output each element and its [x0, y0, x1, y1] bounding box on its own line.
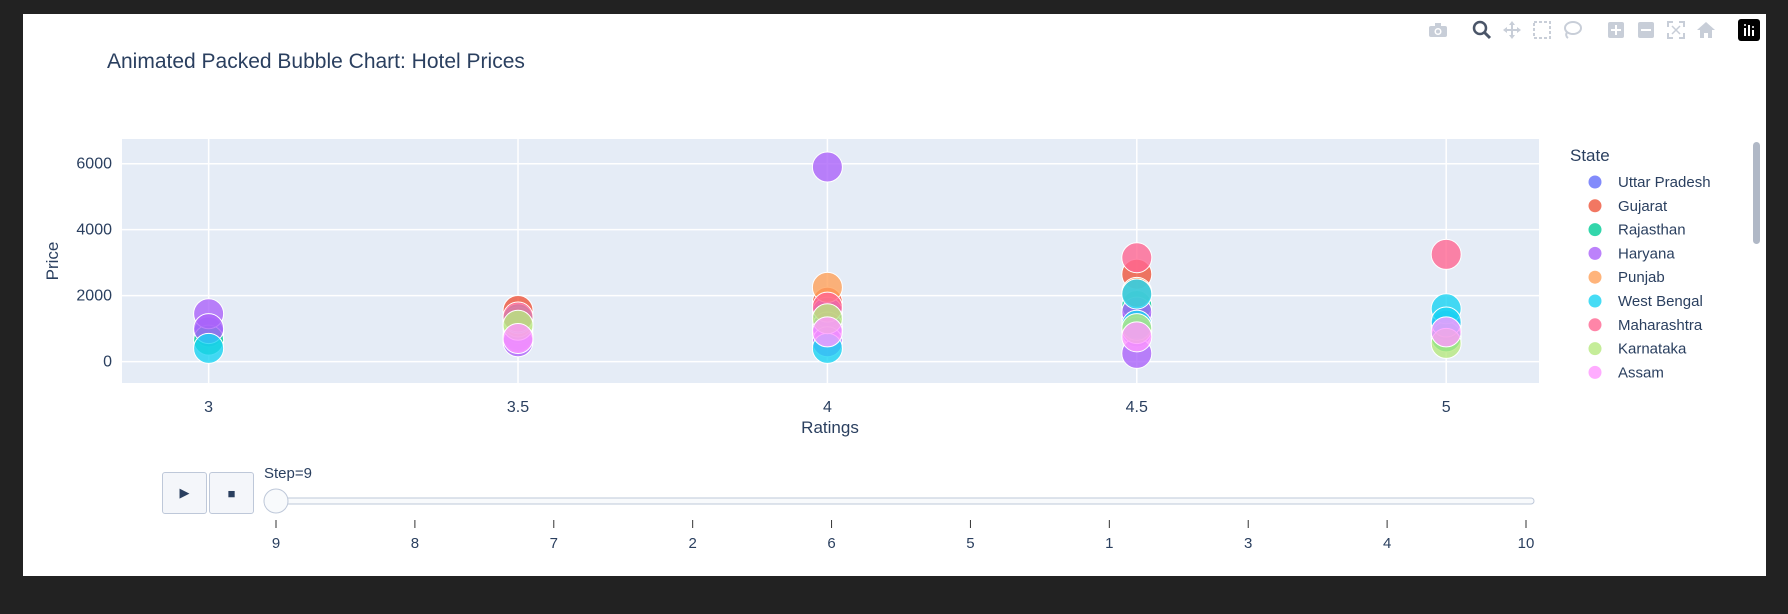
camera-icon[interactable]: [1426, 18, 1450, 42]
legend-marker: [1588, 270, 1602, 284]
stop-icon: ■: [227, 485, 236, 501]
x-tick-label: 3.5: [507, 399, 529, 416]
zoom-icon[interactable]: [1470, 18, 1494, 42]
legend-title: State: [1570, 146, 1610, 165]
x-tick-label: 3: [204, 399, 213, 416]
box-select-icon[interactable]: [1530, 18, 1554, 42]
bubble-point[interactable]: [811, 151, 843, 183]
legend-marker: [1588, 294, 1602, 308]
slider-step-label[interactable]: 9: [272, 535, 280, 552]
legend-item[interactable]: Maharashtra: [1588, 317, 1703, 334]
slider-step-label[interactable]: 2: [688, 535, 696, 552]
legend-label: Assam: [1618, 364, 1664, 381]
legend-label: West Bengal: [1618, 293, 1703, 310]
y-axis-label: Price: [43, 242, 62, 281]
x-tick-label: 4: [823, 399, 832, 416]
y-tick-label: 0: [103, 354, 112, 371]
autoscale-icon[interactable]: [1664, 18, 1688, 42]
slider-step-label[interactable]: 8: [411, 535, 419, 552]
bubble-point[interactable]: [193, 332, 225, 364]
slider-step-label[interactable]: 4: [1383, 535, 1391, 552]
x-tick-label: 4.5: [1126, 399, 1148, 416]
bubble-point[interactable]: [1121, 278, 1153, 310]
x-tick-label: 5: [1442, 399, 1451, 416]
legend-marker: [1588, 223, 1602, 237]
chart-title: Animated Packed Bubble Chart: Hotel Pric…: [107, 50, 525, 73]
slider-step-label[interactable]: 1: [1105, 535, 1113, 552]
plotly-logo-icon[interactable]: [1738, 19, 1760, 41]
lasso-icon[interactable]: [1560, 18, 1584, 42]
y-tick-label: 2000: [76, 288, 112, 305]
bubble-point[interactable]: [1121, 242, 1153, 274]
legend-item[interactable]: Rajasthan: [1588, 222, 1686, 239]
legend-marker: [1588, 246, 1602, 260]
legend-item[interactable]: West Bengal: [1588, 293, 1703, 310]
slider-step-label[interactable]: 6: [827, 535, 835, 552]
slider-current-label: Step=9: [264, 465, 312, 482]
x-axis-label: Ratings: [801, 418, 859, 437]
stop-button[interactable]: ■: [209, 472, 254, 514]
slider-step-label[interactable]: 7: [550, 535, 558, 552]
slider-rail[interactable]: [263, 497, 1535, 505]
bubble-point[interactable]: [1430, 316, 1462, 348]
x-axis-ticks: 3 3.5 4 4.5 5: [204, 399, 1451, 416]
slider-step-label[interactable]: 3: [1244, 535, 1252, 552]
legend-marker: [1588, 318, 1602, 332]
legend: Uttar Pradesh Gujarat Rajasthan Haryana Punj…: [1588, 174, 1711, 381]
y-tick-label: 6000: [76, 156, 112, 173]
bubble-point[interactable]: [1121, 321, 1153, 353]
chart-container: Animated Packed Bubble Chart: Hotel Pric…: [23, 14, 1766, 576]
legend-item[interactable]: Karnataka: [1588, 341, 1688, 358]
modebar: [1426, 18, 1760, 42]
legend-marker: [1588, 175, 1602, 189]
zoom-out-icon[interactable]: [1634, 18, 1658, 42]
slider-step-label[interactable]: 5: [966, 535, 974, 552]
slider-step-label[interactable]: 10: [1518, 535, 1535, 552]
legend-marker: [1588, 342, 1602, 356]
bubble-markers: [193, 151, 1462, 369]
bubble-point[interactable]: [1430, 238, 1462, 270]
legend-label: Rajasthan: [1618, 222, 1686, 239]
legend-item[interactable]: Uttar Pradesh: [1588, 174, 1711, 191]
legend-label: Haryana: [1618, 245, 1675, 262]
slider-ticks: 9 8 7 2 6 5 1 3 4 10: [272, 520, 1535, 552]
reset-axes-icon[interactable]: [1694, 18, 1718, 42]
legend-marker: [1588, 199, 1602, 213]
bubble-point[interactable]: [811, 316, 843, 348]
legend-scrollbar[interactable]: [1753, 142, 1760, 244]
legend-label: Maharashtra: [1618, 317, 1703, 334]
legend-item[interactable]: Gujarat: [1588, 198, 1669, 215]
legend-item[interactable]: Haryana: [1588, 245, 1676, 262]
legend-item[interactable]: Assam: [1588, 364, 1664, 381]
bubble-point[interactable]: [502, 322, 534, 354]
legend-marker: [1588, 365, 1602, 379]
zoom-in-icon[interactable]: [1604, 18, 1628, 42]
legend-label: Karnataka: [1618, 341, 1687, 358]
legend-item[interactable]: Punjab: [1588, 269, 1665, 286]
y-tick-label: 4000: [76, 222, 112, 239]
legend-label: Gujarat: [1618, 198, 1668, 215]
legend-label: Punjab: [1618, 269, 1665, 286]
play-icon: ▶: [179, 485, 190, 500]
y-axis-ticks: 0 2000 4000 6000: [76, 156, 112, 371]
slider-handle[interactable]: [263, 488, 289, 514]
pan-icon[interactable]: [1500, 18, 1524, 42]
legend-label: Uttar Pradesh: [1618, 174, 1711, 191]
play-button[interactable]: ▶: [162, 472, 207, 514]
